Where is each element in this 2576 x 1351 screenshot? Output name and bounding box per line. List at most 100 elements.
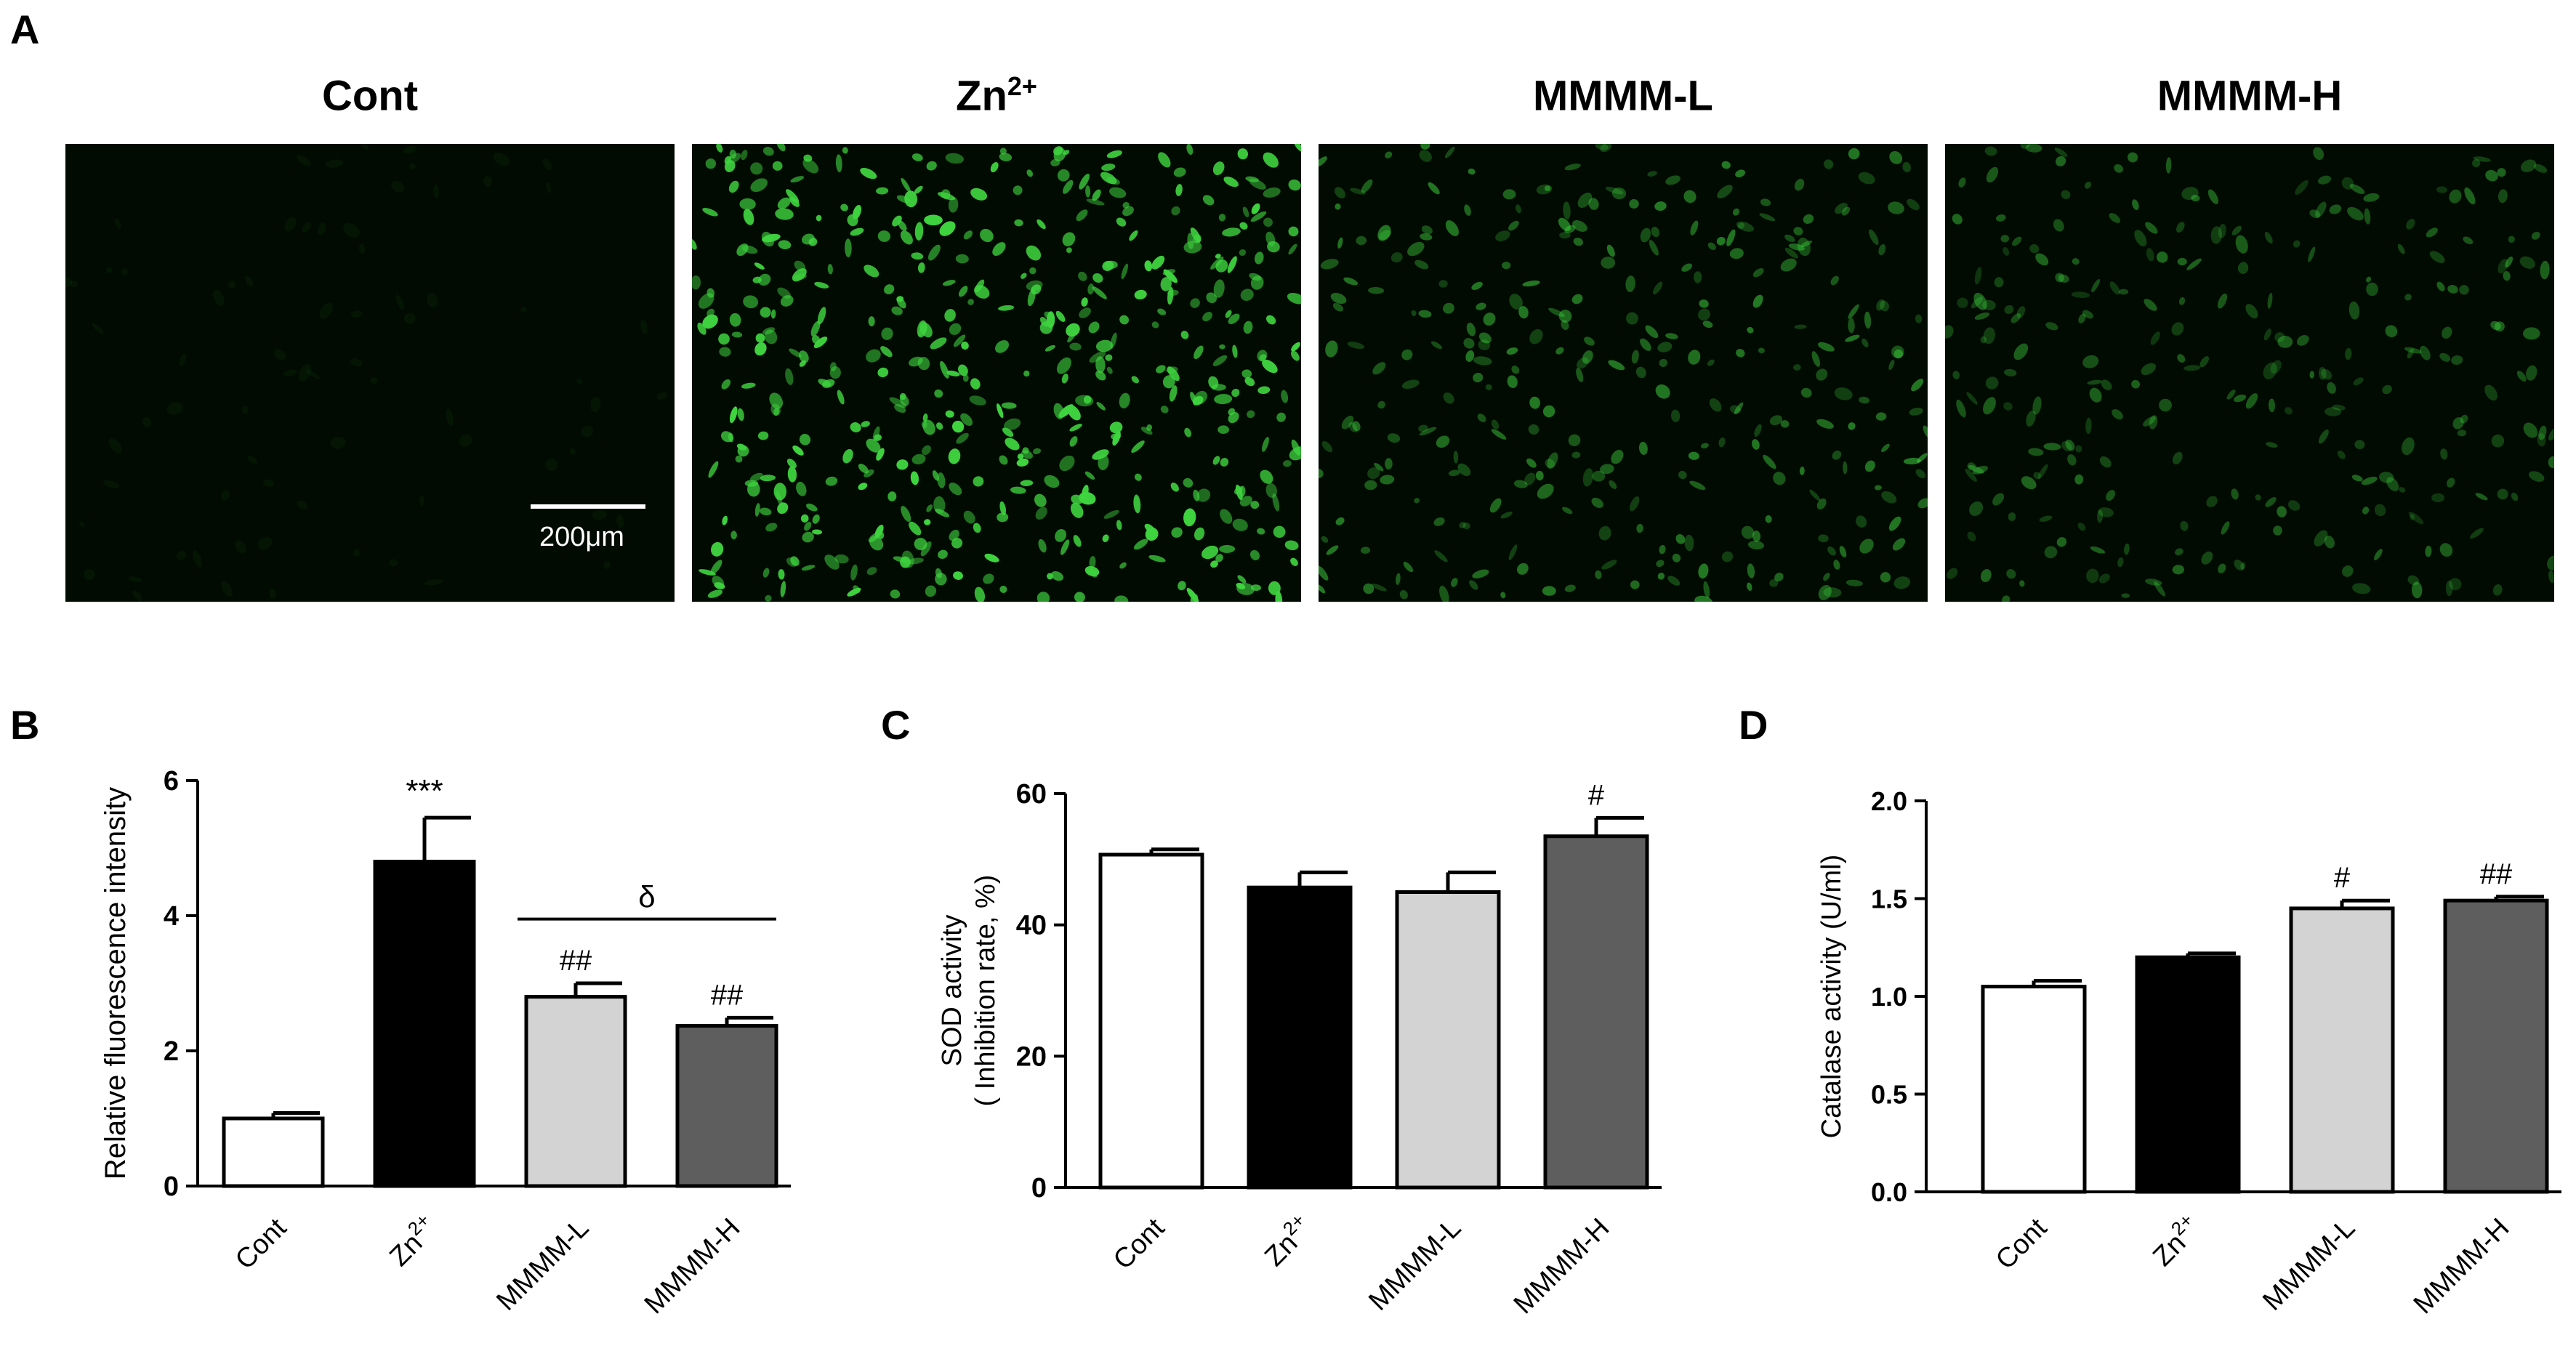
cell	[2505, 256, 2513, 268]
cell	[1491, 429, 1507, 440]
cell	[1348, 422, 1358, 432]
cell	[1864, 311, 1872, 329]
cell	[2345, 347, 2352, 360]
y-axis-label: Catalase activity (U/ml)	[1816, 855, 1847, 1139]
cell	[1759, 213, 1776, 222]
cell	[1374, 462, 1384, 472]
cell	[1220, 509, 1233, 524]
scale-bar	[531, 504, 645, 509]
cell	[70, 281, 79, 288]
cell	[545, 459, 558, 472]
cell	[2178, 297, 2186, 305]
x-tick-label: MMMM-H	[639, 1213, 746, 1320]
cell	[1225, 310, 1232, 318]
cell	[1202, 545, 1219, 560]
cell	[1559, 232, 1571, 239]
cell	[1086, 198, 1105, 206]
cell	[1228, 411, 1239, 424]
cell	[1330, 292, 1347, 305]
cell	[1506, 347, 1518, 355]
cell	[874, 434, 882, 441]
cell	[1183, 477, 1194, 488]
cell	[2240, 562, 2246, 570]
cell	[2000, 235, 2010, 243]
cell	[1752, 531, 1761, 542]
cell	[1004, 418, 1021, 430]
cell	[1061, 373, 1068, 384]
cell	[2118, 289, 2129, 295]
cell	[1129, 230, 1138, 241]
cell	[2019, 580, 2025, 587]
cell	[1089, 556, 1096, 569]
cell	[999, 153, 1013, 161]
cell	[1947, 568, 1958, 579]
cell	[1228, 313, 1240, 325]
cell	[1799, 467, 1805, 475]
cell	[1069, 424, 1082, 432]
cell	[193, 550, 202, 568]
cell	[1462, 523, 1470, 530]
cell	[1702, 320, 1713, 328]
cell	[1288, 179, 1301, 191]
cell	[750, 178, 768, 193]
cell	[1734, 402, 1744, 415]
cell	[350, 358, 363, 367]
cell	[2407, 575, 2420, 586]
bar-zn2-	[2135, 955, 2241, 1194]
cell	[1584, 336, 1595, 346]
cell	[1167, 286, 1174, 305]
cell	[2362, 507, 2370, 515]
cell	[900, 230, 913, 245]
cell	[1210, 560, 1218, 568]
cell	[1563, 201, 1571, 220]
cell	[2353, 377, 2364, 386]
cell	[1818, 534, 1829, 543]
cell	[992, 242, 1006, 257]
cell	[325, 159, 344, 168]
cell	[955, 254, 969, 264]
cell	[1606, 244, 1615, 257]
cell	[1508, 544, 1518, 560]
cell	[718, 333, 730, 345]
bar-mmmm-h	[675, 1024, 778, 1188]
x-tick-label: Cont	[230, 1212, 293, 1275]
cell	[1952, 214, 1963, 225]
cell	[1058, 404, 1074, 418]
cell	[2447, 285, 2458, 294]
cell	[960, 413, 973, 427]
cell	[829, 366, 841, 379]
cell	[1956, 399, 1966, 418]
cell	[2117, 557, 2124, 568]
cell	[2058, 274, 2069, 283]
cell	[728, 180, 739, 193]
cell	[2503, 271, 2511, 281]
cell	[1218, 214, 1226, 222]
cell	[1907, 198, 1920, 211]
micrograph-cont-cells	[65, 144, 667, 602]
cell	[1156, 365, 1166, 374]
cell	[1029, 267, 1037, 275]
cell	[901, 177, 911, 193]
cell	[1332, 302, 1344, 312]
cell	[711, 541, 724, 557]
cell	[802, 158, 819, 174]
cell	[924, 214, 943, 226]
cell	[770, 309, 776, 319]
cell	[1236, 582, 1255, 595]
cell	[1291, 350, 1300, 361]
cell	[1891, 345, 1904, 359]
cell	[419, 495, 424, 507]
chart-D: 0.0 0.5 1.0 1.5 2.0 Catalase activity (U/ml) C…	[1816, 786, 2561, 1320]
cell	[1220, 458, 1229, 467]
y-tick-label: 4	[164, 901, 179, 932]
cell	[493, 153, 510, 166]
cell	[842, 147, 848, 154]
cell	[2150, 331, 2160, 345]
cell	[962, 374, 969, 382]
cell	[1665, 333, 1678, 339]
cell	[2145, 578, 2162, 586]
cell	[1056, 357, 1071, 374]
cell	[2084, 181, 2092, 189]
cell	[179, 354, 187, 366]
cell	[729, 406, 738, 424]
